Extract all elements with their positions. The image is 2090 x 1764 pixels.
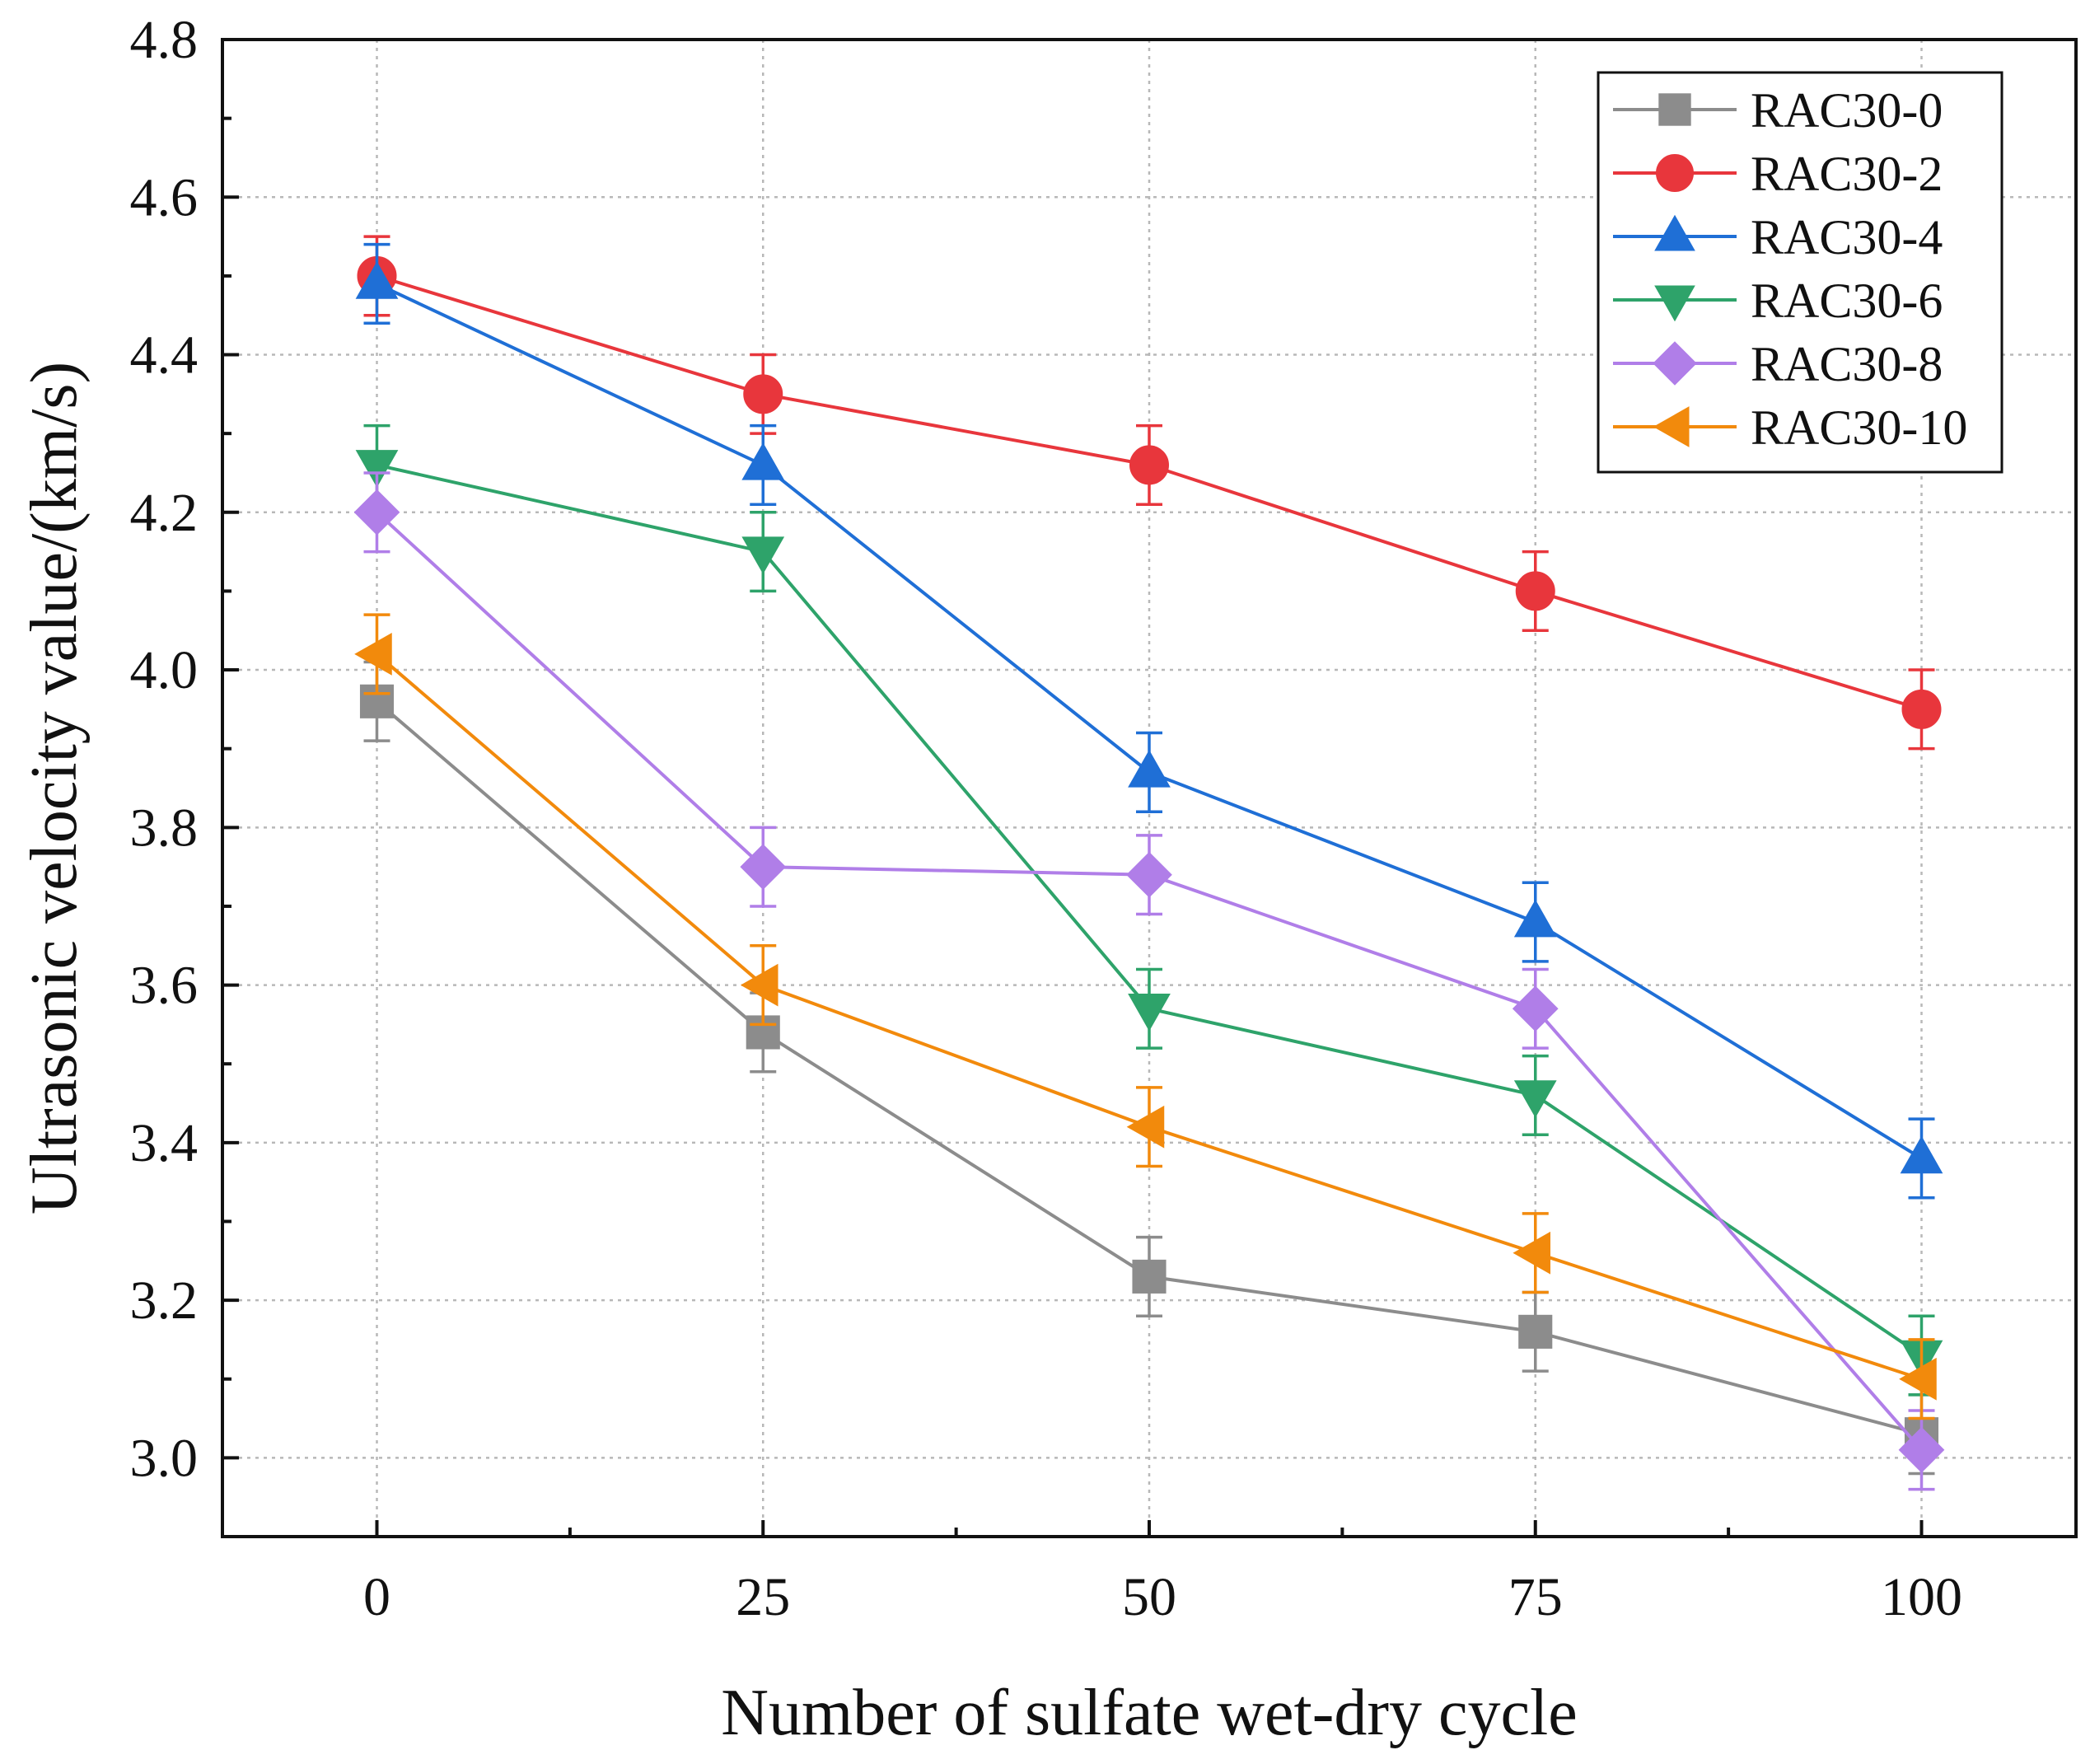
data-point (359, 684, 395, 718)
legend-marker (1658, 93, 1691, 126)
data-point (1900, 1135, 1943, 1174)
legend-label: RAC30-8 (1751, 337, 1943, 391)
y-tick-label: 3.0 (130, 1428, 199, 1488)
data-point (743, 374, 783, 414)
y-tick-label: 4.6 (130, 167, 199, 227)
data-point (746, 1015, 780, 1050)
legend: RAC30-0 RAC30-2 RAC30-4 RAC30-6 RAC30-8 RAC30… (1597, 71, 2004, 474)
legend-label: RAC30-2 (1751, 147, 1943, 201)
data-point (741, 536, 785, 574)
data-point (1126, 1105, 1165, 1149)
legend-item: RAC30-4 (1613, 210, 1943, 264)
x-tick-label: 75 (1508, 1567, 1563, 1627)
y-tick-label: 4.4 (130, 325, 199, 386)
legend-box (1597, 71, 2004, 474)
series-group (353, 235, 1945, 1491)
data-point (1128, 994, 1171, 1032)
data-point (353, 489, 400, 536)
data-point (1513, 899, 1557, 938)
data-point (355, 450, 399, 488)
data-point (740, 844, 787, 890)
data-point (1901, 689, 1942, 729)
x-tick-label: 100 (1881, 1567, 1962, 1627)
legend-item: RAC30-2 (1613, 147, 1943, 201)
x-tick-label: 25 (736, 1567, 790, 1627)
legend-item: RAC30-10 (1613, 400, 1967, 455)
legend-marker (1656, 154, 1694, 192)
legend-label: RAC30-10 (1751, 400, 1967, 455)
data-point (1518, 1314, 1553, 1349)
legend-item: RAC30-0 (1613, 83, 1943, 138)
y-tick-label: 3.8 (130, 798, 199, 858)
legend-marker (1654, 214, 1695, 251)
x-tick-label: 0 (363, 1567, 390, 1627)
y-tick-label: 4.8 (130, 10, 199, 70)
data-point (1515, 571, 1555, 611)
series-RAC30-0 (359, 660, 1939, 1476)
data-point (1126, 851, 1172, 898)
legend-label: RAC30-6 (1751, 274, 1943, 328)
legend-item: RAC30-6 (1613, 274, 1943, 328)
x-tick-label: 50 (1122, 1567, 1176, 1627)
data-point (355, 261, 399, 299)
data-point (1513, 1231, 1550, 1275)
data-point (1128, 750, 1171, 788)
y-tick-label: 3.2 (130, 1270, 199, 1331)
y-tick-label: 4.0 (130, 640, 199, 700)
data-point (1132, 1259, 1167, 1294)
data-point (1129, 445, 1169, 485)
legend-label: RAC30-4 (1751, 210, 1943, 264)
legend-marker (1654, 285, 1695, 322)
data-point (1899, 1357, 1937, 1401)
y-tick-label: 3.6 (130, 956, 199, 1016)
data-point (1898, 1426, 1945, 1473)
axis-ticks: 0 25 50 75 100 3.0 3.2 3.4 3.6 3.8 4.0 4.2 4.4 4.6 4.8 (130, 10, 1963, 1627)
y-axis-title: Ultrasonic velocity value/(km/s) (18, 362, 91, 1214)
legend-label: RAC30-0 (1751, 83, 1943, 138)
data-point (741, 442, 785, 480)
series-RAC30-4 (355, 242, 1943, 1200)
data-point (1512, 985, 1559, 1032)
data-point (1513, 1080, 1557, 1118)
y-tick-label: 4.2 (130, 483, 199, 543)
x-axis-title: Number of sulfate wet-dry cycle (721, 1677, 1578, 1749)
legend-item: RAC30-8 (1613, 337, 1943, 391)
data-point (354, 633, 392, 676)
legend-marker (1653, 341, 1697, 386)
legend-marker (1653, 406, 1690, 447)
series-RAC30-10 (354, 613, 1937, 1420)
data-point (740, 963, 778, 1007)
y-tick-label: 3.4 (130, 1113, 199, 1173)
series-RAC30-8 (353, 471, 1945, 1491)
